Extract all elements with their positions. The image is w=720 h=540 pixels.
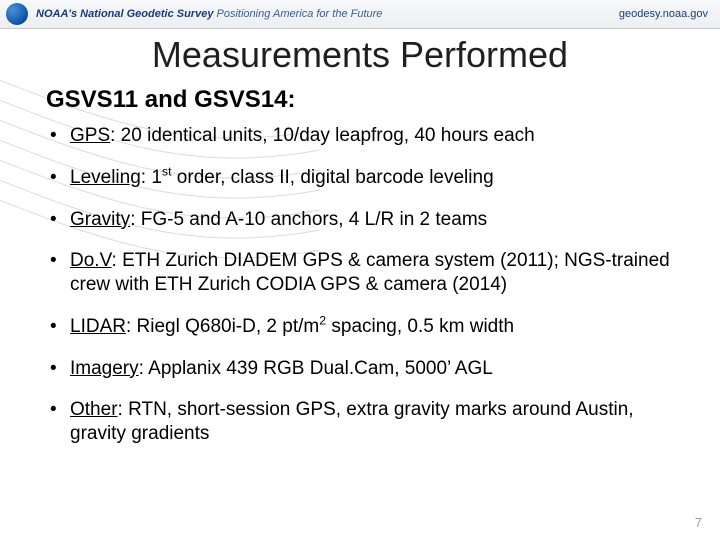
- bullet-label: LIDAR: [70, 316, 126, 337]
- bullet-rest: : FG-5 and A-10 anchors, 4 L/R in 2 team…: [130, 209, 487, 230]
- list-item: LIDAR: Riegl Q680i-D, 2 pt/m2 spacing, 0…: [46, 315, 680, 339]
- subtitle: GSVS11 and GSVS14:: [46, 86, 295, 114]
- header-tagline: Positioning America for the Future: [217, 8, 383, 20]
- list-item: GPS: 20 identical units, 10/day leapfrog…: [46, 124, 680, 148]
- header-left: NOAA's National Geodetic Survey Position…: [36, 8, 382, 20]
- header-site: geodesy.noaa.gov: [619, 8, 708, 20]
- bullet-rest: : Applanix 439 RGB Dual.Cam, 5000’ AGL: [139, 358, 493, 379]
- slide: NOAA's National Geodetic Survey Position…: [0, 0, 720, 540]
- bullet-rest: : RTN, short-session GPS, extra gravity …: [70, 399, 634, 444]
- page-number: 7: [695, 515, 702, 530]
- bullet-rest: : ETH Zurich DIADEM GPS & camera system …: [70, 250, 670, 295]
- list-item: Gravity: FG-5 and A-10 anchors, 4 L/R in…: [46, 208, 680, 232]
- bullet-rest: : 20 identical units, 10/day leapfrog, 4…: [110, 125, 535, 146]
- bullet-label: Leveling: [70, 167, 141, 188]
- list-item: Imagery: Applanix 439 RGB Dual.Cam, 5000…: [46, 357, 680, 381]
- page-title: Measurements Performed: [0, 34, 720, 76]
- header-bar: NOAA's National Geodetic Survey Position…: [0, 0, 720, 29]
- list-item: Other: RTN, short-session GPS, extra gra…: [46, 398, 680, 446]
- header-org: NOAA's National Geodetic Survey: [36, 8, 213, 20]
- bullet-label: Imagery: [70, 358, 139, 379]
- bullet-ul: GPS: 20 identical units, 10/day leapfrog…: [46, 124, 680, 446]
- bullet-label: GPS: [70, 125, 110, 146]
- bullet-label: Gravity: [70, 209, 130, 230]
- list-item: Do.V: ETH Zurich DIADEM GPS & camera sys…: [46, 249, 680, 297]
- bullet-rest: : Riegl Q680i-D, 2 pt/m2 spacing, 0.5 km…: [126, 316, 514, 337]
- bullet-rest: : 1st order, class II, digital barcode l…: [141, 167, 494, 188]
- bullet-list: GPS: 20 identical units, 10/day leapfrog…: [46, 124, 680, 464]
- bullet-label: Do.V: [70, 250, 112, 271]
- noaa-logo-icon: [6, 3, 28, 25]
- list-item: Leveling: 1st order, class II, digital b…: [46, 166, 680, 190]
- bullet-label: Other: [70, 399, 118, 420]
